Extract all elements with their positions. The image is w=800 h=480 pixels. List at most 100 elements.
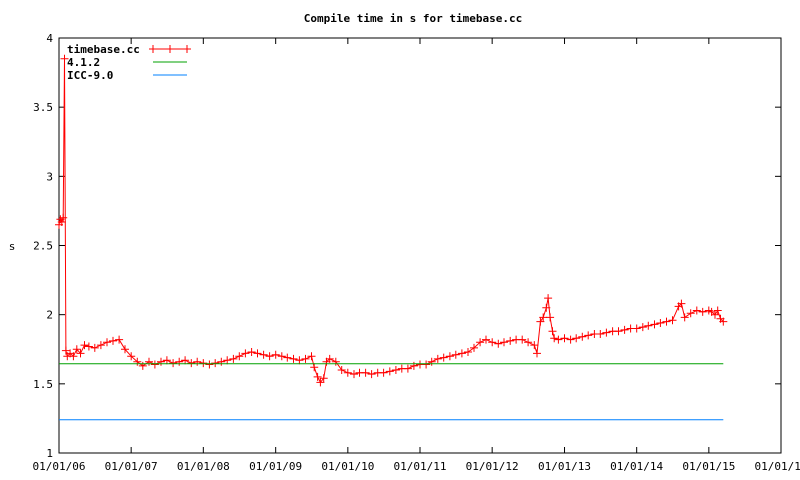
data-point (350, 370, 358, 379)
data-point (656, 319, 665, 327)
data-point (150, 360, 159, 369)
data-point (157, 357, 165, 366)
data-point (518, 335, 527, 344)
data-point (533, 349, 541, 358)
data-point (109, 336, 117, 345)
data-point (644, 321, 653, 330)
data-point (162, 356, 171, 365)
data-point (550, 334, 559, 343)
data-point (169, 359, 178, 368)
data-point (310, 363, 319, 372)
data-point (193, 357, 202, 366)
y-tick-label: 4 (46, 32, 53, 45)
legend-label: timebase.cc (67, 43, 140, 56)
data-point (530, 341, 539, 350)
x-tick-label: 01/01/08 (177, 460, 230, 473)
data-point (680, 313, 689, 322)
data-point (247, 348, 256, 356)
data-point (494, 339, 503, 348)
data-point (127, 352, 136, 361)
data-point (439, 353, 448, 362)
data-point (241, 349, 250, 358)
data-point (181, 356, 190, 365)
data-point (711, 310, 719, 319)
data-point (614, 327, 623, 336)
data-point (121, 345, 129, 354)
data-point (59, 213, 68, 222)
data-point (217, 357, 226, 366)
data-point (572, 334, 581, 343)
data-point (80, 341, 89, 350)
data-point (319, 374, 328, 383)
data-point (692, 306, 701, 315)
data-point (506, 336, 515, 345)
data-point (331, 357, 340, 366)
x-tick-label: 01/01/09 (249, 460, 302, 473)
data-point (409, 361, 418, 370)
data-point (313, 372, 322, 381)
data-point (343, 368, 352, 377)
data-point (283, 353, 292, 362)
data-point (544, 294, 553, 303)
data-point (560, 334, 569, 343)
data-point (259, 350, 268, 359)
legend-marker (183, 45, 191, 53)
data-point (96, 341, 105, 350)
data-point (524, 338, 533, 347)
data-point (223, 356, 232, 365)
data-point (476, 338, 485, 347)
data-point (60, 54, 69, 63)
data-point (295, 356, 304, 365)
data-point (205, 360, 214, 369)
data-point (719, 317, 728, 326)
y-axis-label: s (9, 240, 16, 253)
data-point (277, 352, 286, 361)
data-point (596, 330, 605, 338)
data-point (301, 354, 310, 363)
data-point (57, 218, 66, 226)
data-point (72, 345, 81, 354)
data-point (488, 338, 497, 347)
data-point (403, 364, 412, 373)
data-point (464, 348, 472, 356)
data-point (229, 354, 238, 363)
data-point (584, 331, 593, 340)
data-point (546, 313, 555, 322)
data-point (307, 352, 316, 361)
data-point (539, 313, 548, 322)
data-point (133, 357, 142, 366)
data-point (632, 324, 641, 333)
data-point (76, 349, 85, 358)
plot-frame (58, 37, 782, 454)
data-point (698, 307, 707, 316)
series-layer (55, 54, 728, 421)
data-point (686, 309, 695, 318)
data-point (662, 317, 671, 326)
data-point (103, 338, 111, 347)
data-point (482, 335, 490, 344)
data-point (175, 357, 184, 366)
data-point (470, 343, 478, 352)
data-point (427, 357, 436, 366)
data-point (457, 349, 466, 358)
data-point (433, 354, 442, 363)
data-point (61, 346, 70, 355)
data-point (713, 306, 722, 315)
data-point (211, 359, 220, 368)
x-tick-label: 01/01/12 (466, 460, 519, 473)
data-point (115, 335, 124, 344)
legend-marker (166, 45, 174, 53)
legend-label: ICC-9.0 (67, 69, 113, 82)
data-point (602, 328, 611, 337)
y-tick-label: 2.5 (33, 240, 53, 253)
data-point (69, 352, 78, 361)
data-point (385, 367, 394, 376)
data-point (90, 343, 99, 352)
data-point (337, 366, 346, 374)
x-tick-label: 01/01/13 (538, 460, 591, 473)
y-tick-label: 2 (46, 309, 53, 322)
data-point (289, 354, 298, 363)
x-tick-label: 01/01/06 (33, 460, 86, 473)
x-tick-label: 01/01/14 (610, 460, 663, 473)
